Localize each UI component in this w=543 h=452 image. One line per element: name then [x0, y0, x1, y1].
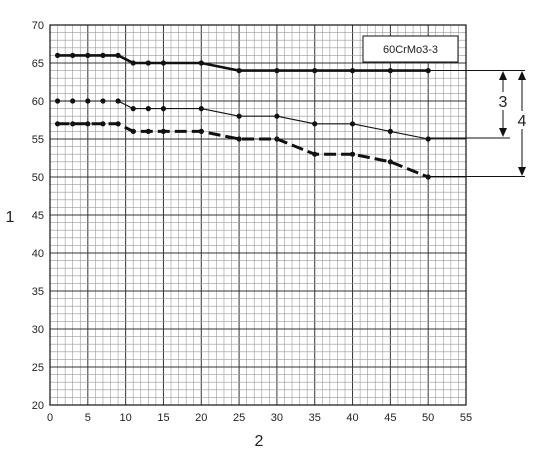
- data-point: [198, 60, 204, 66]
- callout-annotations: 3 4: [430, 70, 529, 177]
- y-tick-label: 35: [32, 286, 44, 298]
- series-group: [54, 52, 431, 180]
- y-tick-label: 40: [32, 248, 44, 260]
- x-tick-label: 35: [309, 412, 321, 424]
- data-point: [54, 52, 61, 59]
- data-point: [130, 128, 136, 134]
- x-tick-label: 20: [195, 412, 207, 424]
- data-point: [387, 68, 393, 74]
- y-tick-label: 50: [32, 172, 44, 184]
- data-point: [349, 68, 356, 74]
- data-point: [425, 174, 431, 180]
- data-point: [312, 68, 318, 74]
- y-tick-label: 25: [32, 362, 44, 374]
- data-point: [425, 136, 431, 142]
- y-tick-label: 55: [32, 134, 44, 146]
- data-point: [425, 68, 431, 74]
- grid: [49, 24, 467, 406]
- data-point: [100, 121, 106, 127]
- legend-label: 60CrMo3-3: [383, 44, 438, 56]
- data-point: [312, 121, 318, 127]
- data-point: [115, 98, 121, 104]
- data-point: [54, 98, 61, 104]
- data-point: [70, 52, 76, 59]
- y-axis-label: 1: [6, 209, 15, 226]
- x-tick-label: 50: [422, 412, 434, 424]
- data-point: [70, 98, 76, 104]
- data-point: [274, 68, 280, 74]
- y-tick-label: 70: [32, 20, 44, 32]
- data-point: [274, 113, 280, 119]
- data-point: [115, 121, 121, 127]
- x-axis-label: 2: [255, 433, 264, 450]
- y-tick-label: 20: [32, 400, 44, 412]
- y-tick-label: 30: [32, 324, 44, 336]
- data-point: [198, 128, 204, 134]
- data-point: [349, 151, 356, 157]
- plot-frame: [49, 24, 467, 406]
- x-tick-label: 15: [157, 412, 169, 424]
- data-point: [274, 136, 280, 142]
- data-point: [145, 128, 151, 134]
- x-tick-label: 5: [85, 412, 91, 424]
- series-line-2: [57, 100, 429, 140]
- x-tick-label: 45: [384, 412, 396, 424]
- data-point: [145, 60, 151, 66]
- data-point: [115, 52, 121, 59]
- data-point: [160, 106, 167, 112]
- x-tick-label: 10: [120, 412, 132, 424]
- data-point: [85, 121, 91, 127]
- data-point: [100, 98, 106, 104]
- callout-4: 4: [518, 113, 527, 130]
- data-point: [100, 52, 106, 59]
- y-axis-ticks: 20 25 30 35 40 45 50 55 60 65 70: [32, 20, 44, 412]
- data-point: [312, 151, 318, 157]
- x-tick-label: 0: [47, 412, 53, 424]
- x-axis-ticks: 0 5 10 15 20 25 30 35 40 45 50 55: [47, 412, 472, 424]
- x-tick-label: 55: [460, 412, 472, 424]
- data-point: [130, 60, 136, 66]
- x-tick-label: 25: [233, 412, 245, 424]
- data-point: [130, 106, 136, 112]
- data-point: [387, 128, 393, 134]
- y-tick-label: 60: [32, 96, 44, 108]
- x-tick-label: 30: [271, 412, 283, 424]
- data-point: [85, 52, 91, 59]
- data-point: [145, 106, 151, 112]
- x-tick-label: 40: [346, 412, 358, 424]
- y-tick-label: 65: [32, 58, 44, 70]
- data-point: [387, 159, 393, 165]
- data-point: [236, 68, 242, 74]
- y-tick-label: 45: [32, 210, 44, 222]
- data-point: [85, 98, 91, 104]
- data-point: [160, 60, 167, 66]
- plot-border: [49, 24, 467, 406]
- series-line-3: [57, 122, 429, 179]
- data-point: [236, 136, 242, 142]
- data-point: [198, 106, 204, 112]
- data-point: [349, 121, 356, 127]
- legend-box: 60CrMo3-3: [362, 35, 459, 63]
- data-point: [54, 121, 61, 127]
- data-point: [236, 113, 242, 119]
- data-point: [160, 128, 167, 134]
- callout-3: 3: [499, 94, 508, 111]
- data-point: [70, 121, 76, 127]
